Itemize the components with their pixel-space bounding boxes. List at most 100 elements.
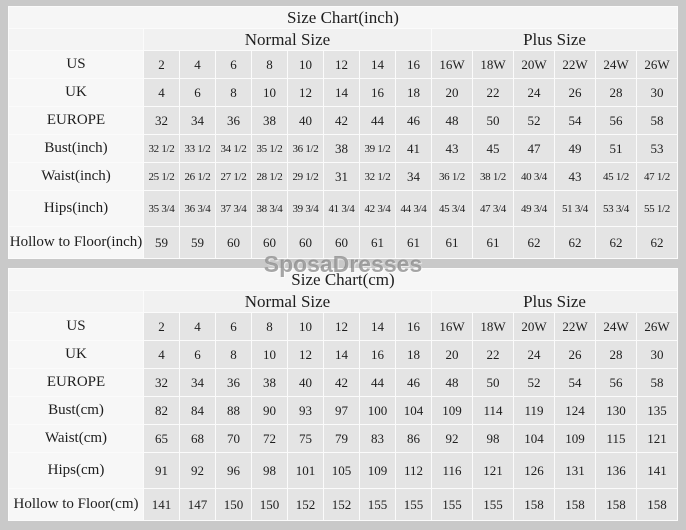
size-cell: 34 [180, 369, 215, 396]
size-cell: 141 [637, 453, 677, 488]
row-label: UK [9, 341, 143, 368]
row-label: Hollow to Floor(cm) [9, 489, 143, 520]
size-cell: 65 [144, 425, 179, 452]
size-cell: 8 [216, 341, 251, 368]
size-cell: 61 [473, 227, 513, 258]
size-cell: 91 [144, 453, 179, 488]
size-cell: 24 [514, 79, 554, 106]
size-cell: 45 [473, 135, 513, 162]
size-cell: 43 [555, 163, 595, 190]
size-cell: 34 [396, 163, 431, 190]
size-cell: 47 3/4 [473, 191, 513, 226]
size-cell: 6 [216, 51, 251, 78]
size-cell: 30 [637, 79, 677, 106]
size-cell: 60 [288, 227, 323, 258]
row-label: Hollow to Floor(inch) [9, 227, 143, 258]
size-cell: 24 [514, 341, 554, 368]
size-cell: 96 [216, 453, 251, 488]
size-cell: 8 [216, 79, 251, 106]
size-cell: 60 [324, 227, 359, 258]
size-cell: 136 [596, 453, 636, 488]
size-cell: 14 [324, 341, 359, 368]
size-cell: 38 [252, 107, 287, 134]
table-row: EUROPE 32 34 36 38 40 42 44 46 48 50 52 54 56 58 [9, 107, 677, 134]
size-cell: 24W [596, 313, 636, 340]
size-cell: 48 [432, 107, 472, 134]
size-cell: 41 [396, 135, 431, 162]
size-cell: 56 [596, 107, 636, 134]
size-cell: 32 [144, 107, 179, 134]
size-cell: 60 [216, 227, 251, 258]
size-cell: 8 [252, 313, 287, 340]
size-cell: 88 [216, 397, 251, 424]
size-cell: 97 [324, 397, 359, 424]
size-cell: 26W [637, 313, 677, 340]
table-row: UK 4 6 8 10 12 14 16 18 20 22 24 26 28 30 [9, 341, 677, 368]
size-cell: 20W [514, 313, 554, 340]
size-cell: 90 [252, 397, 287, 424]
size-cell: 158 [555, 489, 595, 520]
size-cell: 16 [360, 341, 395, 368]
size-cell: 25 1/2 [144, 163, 179, 190]
size-cell: 12 [288, 341, 323, 368]
size-cell: 98 [252, 453, 287, 488]
size-cell: 54 [555, 369, 595, 396]
size-cell: 4 [144, 341, 179, 368]
table-row: EUROPE 32 34 36 38 40 42 44 46 48 50 52 54 56 58 [9, 369, 677, 396]
size-cell: 53 [637, 135, 677, 162]
size-cell: 26 [555, 341, 595, 368]
size-cell: 22W [555, 51, 595, 78]
size-cell: 92 [180, 453, 215, 488]
size-cell: 14 [360, 313, 395, 340]
size-cell: 104 [396, 397, 431, 424]
size-cell: 18W [473, 51, 513, 78]
size-cell: 56 [596, 369, 636, 396]
size-cell: 42 [324, 107, 359, 134]
row-label: Waist(inch) [9, 163, 143, 190]
size-cell: 28 [596, 341, 636, 368]
size-cell: 27 1/2 [216, 163, 251, 190]
size-cell: 44 [360, 369, 395, 396]
table-row: Waist(cm) 65 68 70 72 75 79 83 86 92 98 104 109 115 12… [9, 425, 677, 452]
table-title: Size Chart(inch) [9, 7, 677, 28]
size-cell: 48 [432, 369, 472, 396]
size-cell: 62 [555, 227, 595, 258]
size-cell: 49 [555, 135, 595, 162]
size-cell: 155 [396, 489, 431, 520]
table-row: US 2 4 6 8 10 12 14 16 16W 18W 20W 22W 24W 26W [9, 51, 677, 78]
size-cell: 58 [637, 369, 677, 396]
size-cell: 52 [514, 369, 554, 396]
table-row: Bust(cm) 82 84 88 90 93 97 100 104 109 114 119 124 13… [9, 397, 677, 424]
size-cell: 119 [514, 397, 554, 424]
size-cell: 4 [144, 79, 179, 106]
size-cell: 4 [180, 313, 215, 340]
column-group-label: Plus Size [432, 29, 677, 50]
size-cell: 20 [432, 341, 472, 368]
size-cell: 104 [514, 425, 554, 452]
size-cell: 10 [288, 51, 323, 78]
size-cell: 68 [180, 425, 215, 452]
size-cell: 36 [216, 369, 251, 396]
size-cell: 45 3/4 [432, 191, 472, 226]
size-cell: 22 [473, 341, 513, 368]
size-cell: 45 1/2 [596, 163, 636, 190]
row-label: UK [9, 79, 143, 106]
size-cell: 10 [288, 313, 323, 340]
size-cell: 41 3/4 [324, 191, 359, 226]
size-cell: 16W [432, 313, 472, 340]
size-cell: 109 [555, 425, 595, 452]
size-cell: 28 [596, 79, 636, 106]
size-cell: 18W [473, 313, 513, 340]
size-cell: 92 [432, 425, 472, 452]
row-label: Hips(cm) [9, 453, 143, 488]
size-cell: 155 [432, 489, 472, 520]
size-cell: 152 [288, 489, 323, 520]
size-cell: 14 [324, 79, 359, 106]
size-cell: 42 3/4 [360, 191, 395, 226]
size-cell: 2 [144, 51, 179, 78]
size-cell: 10 [252, 341, 287, 368]
size-cell: 61 [396, 227, 431, 258]
size-cell: 47 [514, 135, 554, 162]
column-group-label: Plus Size [432, 291, 677, 312]
size-cell: 147 [180, 489, 215, 520]
